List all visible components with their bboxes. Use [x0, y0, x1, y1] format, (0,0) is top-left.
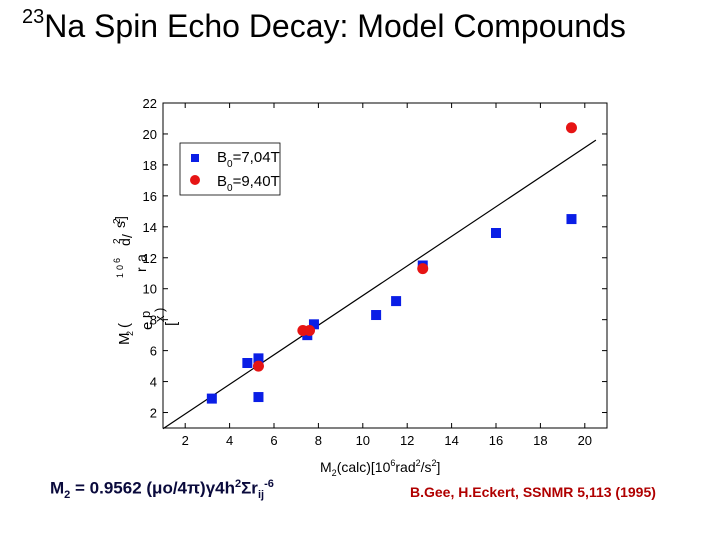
x-tick-label: 8 — [315, 433, 322, 448]
y-label-fragment: x — [152, 315, 167, 322]
legend-circle-marker — [190, 175, 200, 185]
y-label-fragment: ) — [152, 308, 167, 312]
y-tick-label: 8 — [150, 313, 157, 328]
legend-b-sub: 0 — [227, 159, 233, 170]
xlabel-sup: 6 — [390, 458, 395, 468]
formula-m-sub: 2 — [64, 489, 71, 502]
x-tick-label: 10 — [356, 433, 370, 448]
title-text: Na Spin Echo Decay: Model Compounds — [44, 8, 626, 44]
y-tick-label: 22 — [143, 96, 157, 111]
y-label-fragment: 2 — [112, 238, 123, 244]
y-label-fragment: a — [133, 254, 149, 262]
formula-h-sup: 2 — [234, 478, 242, 490]
formula-sum: Σr — [241, 478, 258, 498]
y-tick-label: 20 — [143, 127, 157, 142]
y-label-fragment: p — [138, 311, 153, 318]
legend-b-rest: =9,40T — [233, 173, 280, 190]
y-tick-label: 14 — [143, 220, 157, 235]
y-axis-label-scrambled: M2(exp)[106rad2/s2] — [112, 216, 180, 345]
data-point-square — [371, 310, 382, 321]
y-label-fragment: M — [116, 333, 133, 346]
x-tick-label: 16 — [489, 433, 503, 448]
data-point-square — [206, 393, 217, 404]
data-point-circle — [417, 263, 429, 275]
data-point-square — [242, 358, 253, 368]
legend-box — [179, 142, 281, 196]
legend-b-rest: =7,04T — [233, 149, 280, 166]
legend-label-7-04T: B0=7,04T — [217, 149, 280, 170]
y-tick-label: 2 — [150, 406, 157, 421]
legend-label-9-40T: B0=9,40T — [217, 173, 280, 194]
data-point-square — [253, 392, 264, 403]
x-tick-label: 20 — [578, 433, 592, 448]
x-tick-label: 14 — [444, 433, 458, 448]
y-label-fragment: ] — [112, 216, 128, 220]
y-label-fragment: ( — [116, 323, 133, 328]
data-markers — [206, 122, 577, 404]
y-label-fragment: r — [133, 267, 149, 272]
xlabel-part: M — [320, 459, 332, 475]
x-tick-label: 18 — [533, 433, 547, 448]
x-tick-label: 6 — [270, 433, 277, 448]
legend-b: B — [217, 149, 227, 166]
legend-square-marker — [191, 154, 199, 162]
y-tick-label: 18 — [143, 158, 157, 173]
data-point-circle — [565, 122, 577, 134]
xlabel-part: (calc)[10 — [337, 459, 391, 475]
formula-m: M — [50, 478, 65, 498]
x-tick-label: 2 — [182, 433, 189, 448]
y-tick-label: 16 — [143, 189, 157, 204]
y-label-fragment: 1 — [115, 273, 125, 278]
title-isotope-superscript: 23 — [22, 6, 45, 28]
y-tick-label: 6 — [150, 344, 157, 359]
x-axis: 2 4 6 8 10 12 14 16 18 20 — [182, 103, 592, 448]
y-label-fragment: s — [112, 221, 128, 228]
y-label-fragment: 6 — [112, 258, 122, 263]
y-label-fragment: [ — [163, 321, 180, 326]
xlabel-part: rad — [395, 459, 415, 475]
data-point-square — [253, 353, 264, 364]
plot-frame — [162, 102, 608, 429]
data-point-square — [566, 214, 577, 225]
slide-title: 23Na Spin Echo Decay: Model Compounds — [22, 6, 626, 45]
xlabel-sup: 2 — [432, 458, 437, 468]
y-label-fragment: 2 — [125, 331, 135, 336]
y-label-fragment: d — [117, 238, 133, 246]
x-axis-label: M2(calc)[106rad2/s2] — [320, 458, 440, 478]
xlabel-part: ] — [437, 459, 441, 475]
formula-r-sub: ij — [257, 489, 265, 502]
y-label-fragment: / — [119, 234, 135, 238]
y-tick-label: 12 — [143, 251, 157, 266]
data-point-square — [308, 319, 319, 330]
y-tick-label: 4 — [150, 375, 157, 390]
y-axis: 2 4 6 8 10 12 14 16 18 20 22 — [143, 96, 607, 421]
xlabel-part: /s — [421, 459, 432, 475]
y-label-fragment: 0 — [115, 265, 125, 270]
citation: B.Gee, H.Eckert, SSNMR 5,113 (1995) — [410, 484, 656, 500]
formula-eq: = 0.9562 (μo/4π)γ4h — [70, 478, 235, 498]
data-point-circle — [304, 325, 316, 336]
x-tick-label: 12 — [400, 433, 414, 448]
data-point-circle — [252, 360, 264, 372]
xlabel-sup: 2 — [416, 458, 421, 468]
data-point-square — [491, 228, 501, 238]
y-label-fragment: e — [139, 322, 156, 330]
legend-b: B — [217, 173, 227, 190]
xlabel-sub: 2 — [332, 468, 337, 478]
y-label-fragment: 2 — [112, 218, 123, 224]
data-point-square — [391, 296, 402, 307]
legend: B0=7,04T B0=9,40T — [179, 142, 281, 196]
legend-b-sub: 0 — [227, 183, 233, 194]
y-tick-label: 10 — [143, 282, 157, 297]
m2-formula: M2 = 0.9562 (μo/4π)γ4h2Σrij-6 — [50, 478, 274, 501]
x-tick-label: 4 — [226, 433, 233, 448]
fit-line — [162, 139, 597, 430]
formula-r-sup: -6 — [264, 478, 274, 490]
